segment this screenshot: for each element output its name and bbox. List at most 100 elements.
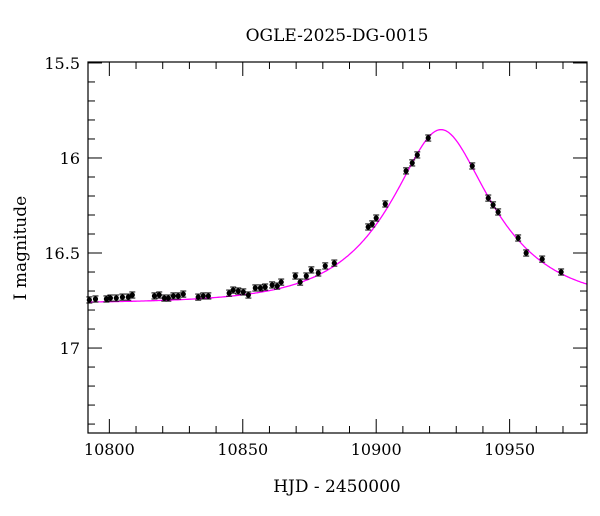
data-point [425, 134, 432, 142]
x-tick-label: 10800 [84, 440, 135, 459]
data-point [382, 200, 389, 208]
point-marker [373, 215, 379, 221]
data-point [235, 287, 242, 295]
plot-frame [87, 61, 588, 434]
point-marker [230, 287, 236, 293]
point-marker [235, 288, 241, 294]
point-marker [245, 292, 251, 298]
point-marker [165, 295, 171, 301]
data-point [331, 259, 338, 267]
y-tick-label: 17 [60, 339, 80, 358]
point-marker [485, 195, 491, 201]
y-tick-label: 15.5 [44, 54, 80, 73]
point-marker [200, 293, 206, 299]
data-point [373, 214, 380, 222]
data-point [303, 272, 310, 280]
x-tick-label: 10850 [217, 440, 268, 459]
point-marker [269, 282, 275, 288]
data-point [195, 293, 202, 301]
data-point [269, 281, 276, 289]
data-point [485, 194, 492, 202]
point-marker [523, 250, 529, 256]
point-marker [292, 273, 298, 279]
point-marker [558, 269, 564, 275]
y-tick-label: 16.5 [44, 244, 80, 263]
point-marker [262, 284, 268, 290]
data-point [170, 292, 177, 300]
point-marker [539, 256, 545, 262]
data-point [200, 292, 207, 300]
point-marker [274, 283, 280, 289]
data-point [151, 292, 158, 300]
point-marker [409, 160, 415, 166]
data-point [469, 162, 476, 170]
data-point [92, 295, 99, 303]
data-point [515, 234, 522, 242]
point-marker [469, 163, 475, 169]
point-marker [515, 235, 521, 241]
point-marker [297, 279, 303, 285]
point-marker [175, 293, 181, 299]
data-point [495, 208, 502, 216]
point-marker [331, 260, 337, 266]
data-point [205, 292, 212, 300]
point-marker [257, 285, 263, 291]
point-marker [170, 293, 176, 299]
point-marker [382, 201, 388, 207]
point-marker [180, 291, 186, 297]
chart-title: OGLE-2025-DG-0015 [246, 26, 429, 46]
point-marker [151, 293, 158, 299]
data-point [119, 293, 126, 301]
point-marker [365, 224, 371, 230]
model-curve [88, 128, 588, 303]
point-marker [119, 294, 126, 300]
point-marker [414, 152, 420, 158]
data-point [245, 291, 252, 299]
point-marker [369, 221, 375, 227]
data-point [156, 291, 163, 299]
data-point [129, 291, 136, 299]
point-marker [315, 270, 321, 276]
data-point [165, 294, 172, 302]
y-tick-label: 16 [60, 149, 80, 168]
data-point [297, 278, 304, 286]
point-marker [403, 168, 409, 174]
point-marker [303, 273, 309, 279]
point-marker [240, 289, 246, 295]
point-marker [156, 292, 162, 298]
data-point [103, 295, 110, 303]
data-point [107, 294, 114, 302]
point-marker [103, 296, 110, 302]
data-point [292, 272, 299, 280]
data-point [369, 220, 376, 228]
data-point [403, 167, 410, 175]
y-axis-label: I magnitude [11, 196, 31, 300]
x-tick-label: 10900 [351, 440, 402, 459]
point-marker [92, 296, 99, 302]
data-point [257, 284, 264, 292]
data-point [252, 284, 259, 292]
x-tick-label: 10950 [484, 440, 535, 459]
data-point [523, 249, 530, 257]
axis-ticks [88, 62, 587, 433]
data-point [558, 268, 565, 276]
point-marker [129, 292, 135, 298]
point-marker [495, 209, 501, 215]
data-point [240, 288, 247, 296]
data-point [315, 269, 322, 277]
point-marker [107, 295, 114, 301]
point-marker [113, 295, 119, 301]
data-point [226, 289, 233, 297]
data-point [322, 262, 329, 270]
data-point [278, 278, 285, 286]
point-marker [195, 294, 201, 300]
data-point [539, 255, 546, 263]
data-point [308, 266, 315, 274]
point-marker [161, 295, 167, 301]
x-axis-label: HJD - 2450000 [273, 477, 401, 497]
data-point [230, 286, 237, 294]
point-marker [490, 202, 496, 208]
point-marker [252, 285, 258, 291]
data-point [113, 294, 120, 302]
data-point [409, 159, 416, 167]
